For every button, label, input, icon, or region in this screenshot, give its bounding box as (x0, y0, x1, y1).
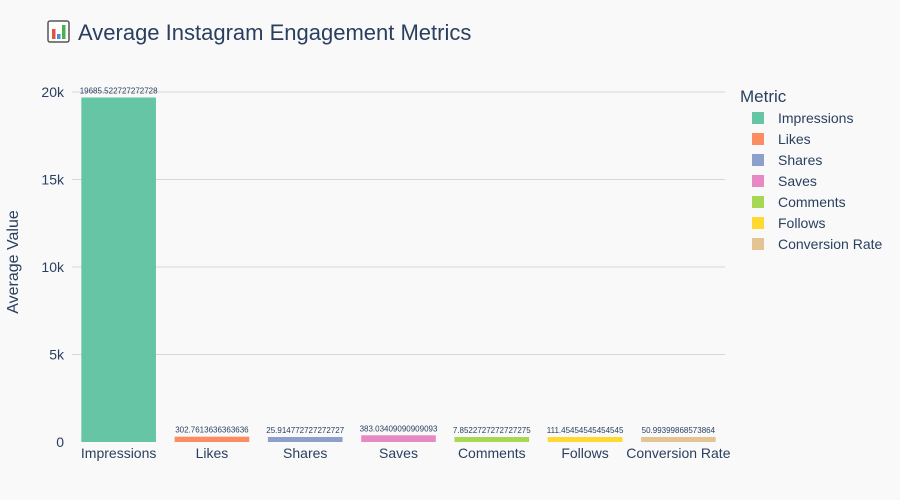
legend-item-saves[interactable]: Saves (752, 173, 817, 189)
bar-comments[interactable] (454, 437, 530, 442)
legend-title: Metric (740, 87, 787, 106)
legend-label: Likes (778, 131, 811, 147)
legend-swatch (752, 175, 764, 187)
legend-swatch (752, 112, 764, 124)
y-tick-label: 5k (49, 347, 65, 363)
x-axis-ticks: Impressions Likes Shares Saves Comments Follo… (81, 445, 731, 461)
x-tick-label: Follows (561, 445, 608, 461)
legend-swatch (752, 196, 764, 208)
bar-shares[interactable] (267, 437, 343, 442)
legend-item-impressions[interactable]: Impressions (752, 110, 853, 126)
legend-swatch (752, 133, 764, 145)
bar-conversion-rate[interactable] (641, 437, 716, 442)
legend-label: Follows (778, 215, 825, 231)
bar-likes[interactable] (174, 436, 250, 442)
y-axis-label: Average Value (5, 210, 22, 314)
legend-item-follows[interactable]: Follows (752, 215, 825, 231)
legend-swatch (752, 154, 764, 166)
bar-follows[interactable] (547, 437, 623, 442)
legend-swatch (752, 238, 764, 250)
y-tick-label: 0 (56, 434, 64, 450)
data-label: 7.8522727272727275 (453, 426, 531, 435)
legend-item-likes[interactable]: Likes (752, 131, 811, 147)
x-tick-label: Impressions (81, 445, 156, 461)
legend-swatch (752, 217, 764, 229)
bar-saves[interactable] (361, 435, 436, 442)
legend-label: Saves (778, 173, 817, 189)
x-tick-label: Saves (379, 445, 418, 461)
x-tick-label: Conversion Rate (626, 445, 730, 461)
bars (81, 97, 716, 442)
legend-item-shares[interactable]: Shares (752, 152, 822, 168)
legend-item-comments[interactable]: Comments (752, 194, 846, 210)
y-tick-label: 15k (41, 172, 65, 188)
data-labels: 19685.522727272728 302.7613636363636 25.91… (80, 87, 716, 435)
bar-impressions[interactable] (81, 97, 156, 442)
x-tick-label: Shares (283, 445, 327, 461)
data-label: 50.99399868573864 (642, 426, 716, 435)
legend: Metric Impressions Likes Shares Saves Commen… (740, 87, 882, 252)
data-label: 19685.522727272728 (80, 87, 158, 96)
legend-item-conversion-rate[interactable]: Conversion Rate (752, 236, 882, 252)
y-tick-label: 20k (41, 84, 65, 100)
data-label: 111.45454545454545 (547, 426, 624, 435)
legend-label: Impressions (778, 110, 853, 126)
legend-label: Conversion Rate (778, 236, 882, 252)
chart-title: Average Instagram Engagement Metrics (78, 20, 471, 45)
data-label: 383.03409090909093 (360, 424, 438, 433)
gridlines (72, 91, 725, 355)
y-tick-label: 10k (41, 259, 65, 275)
y-axis-ticks: 0 5k 10k 15k 20k (41, 84, 65, 450)
data-label: 302.7613636363636 (175, 426, 249, 435)
legend-label: Shares (778, 152, 822, 168)
x-tick-label: Likes (196, 445, 229, 461)
data-label: 25.914772727272727 (266, 426, 344, 435)
x-tick-label: Comments (458, 445, 526, 461)
bar-chart-icon (47, 20, 70, 43)
legend-label: Comments (778, 194, 846, 210)
